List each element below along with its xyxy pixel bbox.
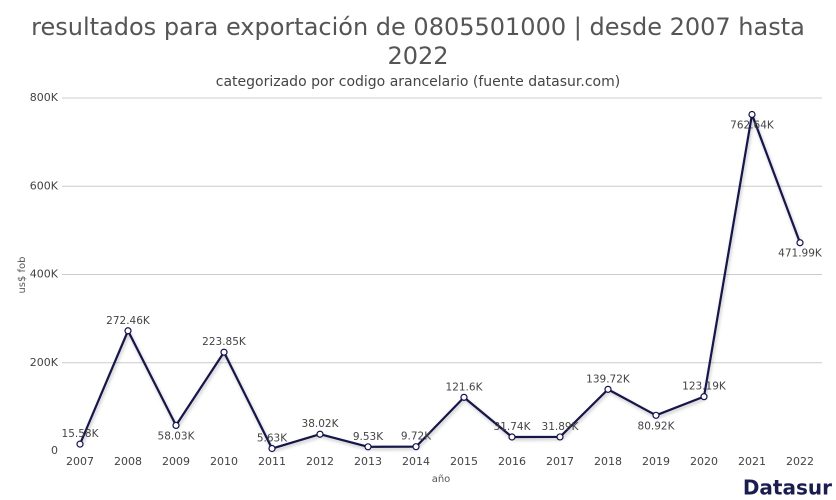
- y-tick-label: 400K: [30, 268, 59, 281]
- data-point: [700, 393, 708, 401]
- data-point: [652, 411, 660, 419]
- data-label: 123.19K: [682, 381, 727, 393]
- x-tick-label: 2011: [258, 455, 286, 468]
- data-label: 121.6K: [446, 381, 484, 393]
- x-tick-label: 2007: [66, 455, 94, 468]
- data-point: [124, 327, 132, 335]
- x-tick-label: 2016: [498, 455, 526, 468]
- data-label: 31.89K: [542, 421, 580, 433]
- x-tick-label: 2014: [402, 455, 430, 468]
- data-label: 9.53K: [353, 431, 384, 443]
- x-tick-label: 2017: [546, 455, 574, 468]
- x-axis-label: año: [432, 474, 451, 485]
- y-tick-label: 200K: [30, 356, 59, 369]
- data-point: [220, 348, 228, 356]
- data-point: [508, 433, 516, 441]
- chart-title-text: resultados para exportación de 080550100…: [31, 13, 805, 70]
- x-tick-label: 2013: [354, 455, 382, 468]
- data-point: [796, 239, 804, 247]
- data-point: [316, 430, 324, 438]
- x-tick-label: 2012: [306, 455, 334, 468]
- data-label: 5.63K: [257, 433, 288, 445]
- data-label: 139.72K: [586, 373, 631, 385]
- x-tick-label: 2008: [114, 455, 142, 468]
- data-label: 80.92K: [638, 420, 676, 432]
- data-point: [460, 393, 468, 401]
- data-label: 272.46K: [106, 315, 151, 327]
- x-tick-label: 2020: [690, 455, 718, 468]
- data-label: 762.64K: [730, 119, 775, 131]
- data-label: 471.99K: [778, 248, 823, 260]
- data-label: 58.03K: [158, 430, 196, 442]
- data-point: [76, 440, 84, 448]
- x-tick-label: 2018: [594, 455, 622, 468]
- chart-title: resultados para exportación de 080550100…: [31, 13, 805, 70]
- data-point: [412, 443, 420, 451]
- y-tick-label: 600K: [30, 179, 59, 192]
- x-tick-label: 2022: [786, 455, 814, 468]
- data-point: [748, 110, 756, 119]
- y-axis-label: us$ fob: [17, 256, 28, 293]
- x-tick-label: 2015: [450, 455, 478, 468]
- data-point: [604, 385, 612, 393]
- x-tick-label: 2009: [162, 455, 190, 468]
- data-label: 15.58K: [62, 428, 100, 440]
- x-tick-label: 2021: [738, 455, 766, 468]
- data-label: 38.02K: [302, 418, 340, 430]
- y-tick-label: 0: [51, 444, 58, 457]
- x-tick-label: 2019: [642, 455, 670, 468]
- chart-subtitle: categorizado por codigo arancelario (fue…: [216, 74, 620, 90]
- data-point: [364, 443, 372, 451]
- brand-logo: Datasur: [743, 476, 832, 500]
- data-line: [78, 113, 802, 450]
- data-point: [556, 433, 564, 441]
- data-label: 223.85K: [202, 336, 247, 348]
- x-tick-label: 2010: [210, 455, 238, 468]
- data-label: 31.74K: [494, 421, 532, 433]
- data-point: [268, 444, 276, 453]
- y-tick-label: 800K: [30, 91, 59, 104]
- data-label: 9.72K: [401, 431, 432, 443]
- data-point: [172, 421, 180, 429]
